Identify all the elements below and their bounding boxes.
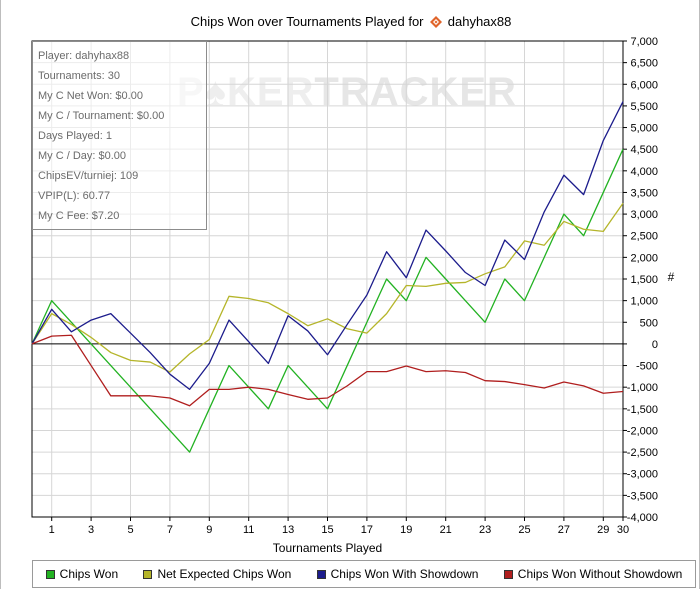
axis-labels: Tournaments Played # (273, 270, 675, 555)
y-tick-label: 2,000 (630, 252, 658, 264)
x-tick-label: 13 (282, 524, 294, 536)
y-tick-label: 5,000 (630, 123, 658, 135)
legend-label: Chips Won With Showdown (330, 567, 479, 581)
legend-item: Chips Won With Showdown (316, 567, 479, 581)
x-tick-label: 27 (558, 524, 570, 536)
y-tick-label: 3,000 (630, 209, 658, 221)
stat-line: Tournaments: 30 (38, 70, 120, 82)
chart-title: Chips Won over Tournaments Played for da… (1, 13, 700, 31)
y-tick-label: -1,000 (627, 382, 658, 394)
legend-swatch (143, 569, 153, 579)
series-line-chips-won-without-showdown (31, 334, 624, 407)
y-tick-label: 2,500 (630, 231, 658, 243)
x-tick-label: 11 (243, 524, 254, 536)
y-tick-label: 6,000 (630, 79, 658, 91)
stat-line: My C / Day: $0.00 (38, 150, 127, 162)
y-tick-label: 3,500 (630, 187, 658, 199)
legend-swatch (316, 569, 326, 579)
plot-border (31, 40, 624, 518)
legend-swatch (45, 569, 55, 579)
legend-label: Chips Won Without Showdown (517, 567, 683, 581)
y-tick-label: 7,000 (630, 36, 658, 48)
tick-labels: -4,000 -3,500 -3,000 -2,500 -2,000 -1,500 -1,0… (49, 36, 658, 536)
series-lines (31, 101, 624, 453)
chart-title-prefix: Chips Won over Tournaments Played for (190, 14, 424, 29)
x-tick-label: 9 (206, 524, 212, 536)
axes (31, 40, 627, 521)
stat-line: Days Played: 1 (38, 130, 112, 142)
stat-line: My C / Tournament: $0.00 (38, 110, 165, 122)
y-tick-label: -3,500 (627, 490, 658, 502)
y-tick-label: -4,000 (627, 512, 658, 524)
y-tick-label: 1,000 (630, 296, 658, 308)
stat-line: VPIP(L): 60.77 (38, 190, 111, 202)
y-tick-label: 5,500 (630, 101, 658, 113)
y-tick-label: 1,500 (630, 274, 658, 286)
y-tick-label: -2,000 (627, 425, 658, 437)
stat-line: ChipsEV/turniej: 109 (38, 170, 139, 182)
y-tick-label: 4,500 (630, 144, 658, 156)
y-tick-label: -500 (636, 361, 658, 373)
stat-line: My C Fee: $7.20 (38, 210, 120, 222)
y-tick-label: 4,000 (630, 166, 658, 178)
y-tick-label: 500 (640, 317, 658, 329)
watermark-spade-icon: ♠ (204, 70, 227, 114)
legend-item: Chips Won (45, 567, 119, 581)
x-tick-label: 25 (518, 524, 530, 536)
player-stats-panel: Player: dahyhax88 Tournaments: 30 My C Net… (32, 41, 207, 230)
series-line-net-expected-chips-won (31, 202, 624, 373)
y-tick-label: 0 (652, 339, 658, 351)
x-tick-label: 1 (49, 524, 55, 536)
legend-item: Net Expected Chips Won (143, 567, 291, 581)
legend-item: Chips Won Without Showdown (503, 567, 683, 581)
chart-plot-area: -4,000 -3,500 -3,000 -2,500 -2,000 -1,500 -1,0… (31, 36, 675, 555)
x-tick-label: 21 (440, 524, 452, 536)
legend-label: Chips Won (59, 567, 119, 581)
x-axis-label: Tournaments Played (273, 541, 382, 555)
legend-label: Net Expected Chips Won (157, 567, 292, 581)
x-tick-label: 23 (479, 524, 491, 536)
stat-line: Player: dahyhax88 (38, 50, 130, 62)
stat-line: My C Net Won: $0.00 (38, 90, 143, 102)
y-tick-label: 6,500 (630, 58, 658, 70)
x-tick-label: 19 (400, 524, 412, 536)
y-tick-label: -2,500 (627, 447, 658, 459)
series-line-chips-won (31, 148, 624, 453)
legend-swatch (503, 569, 513, 579)
chart-title-player: dahyhax88 (447, 14, 512, 29)
y-tick-label: -1,500 (627, 404, 658, 416)
chart-legend: Chips Won Net Expected Chips Won Chips Won… (32, 560, 696, 588)
x-tick-label: 15 (321, 524, 333, 536)
x-tick-label: 5 (127, 524, 133, 536)
x-tick-label: 29 (597, 524, 609, 536)
x-tick-label: 17 (361, 524, 373, 536)
x-tick-label: 30 (617, 524, 629, 536)
y-tick-label: -3,000 (627, 469, 658, 481)
x-tick-label: 3 (88, 524, 94, 536)
y-axis-label: # (668, 270, 675, 284)
series-line-chips-won-with-showdown (31, 101, 624, 390)
pokertracker-logo-icon (430, 15, 443, 28)
x-tick-label: 7 (167, 524, 173, 536)
